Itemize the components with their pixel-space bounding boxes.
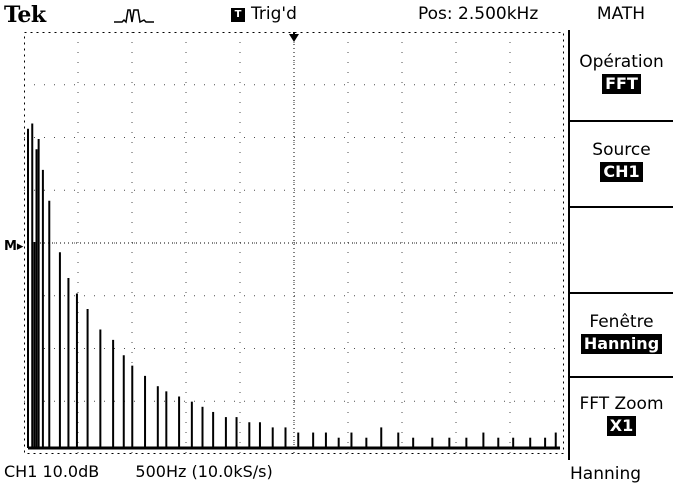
- operation-label: Opération: [579, 52, 664, 72]
- menu-divider: [568, 120, 673, 122]
- menu-divider: [568, 376, 673, 378]
- fft-zoom-value: X1: [606, 416, 637, 436]
- menu-divider: [568, 292, 673, 294]
- source-button[interactable]: Source CH1: [570, 140, 673, 182]
- menu-divider: [568, 206, 673, 208]
- trigger-position-arrow: [289, 34, 299, 42]
- trigger-status: Trig'd: [251, 4, 297, 24]
- acquisition-pulse-icon: [114, 9, 154, 24]
- source-value: CH1: [600, 162, 643, 182]
- window-readout: Hanning: [570, 464, 642, 484]
- source-label: Source: [592, 140, 651, 160]
- fft-zoom-button[interactable]: FFT Zoom X1: [570, 394, 673, 436]
- trigger-badge: T: [231, 8, 245, 22]
- timebase-readout: 500Hz (10.0kS/s): [135, 462, 273, 481]
- fft-display: [24, 32, 564, 454]
- position-readout: Pos: 2.500kHz: [418, 4, 539, 24]
- operation-button[interactable]: Opération FFT: [570, 52, 673, 94]
- menu-title: MATH: [596, 4, 646, 24]
- brand-logo: Tek: [4, 2, 46, 28]
- status-bar-top: Tek T Trig'd Pos: 2.500kHz MATH: [0, 0, 645, 30]
- window-value: Hanning: [580, 334, 663, 354]
- side-menu: Opération FFT Source CH1 Fenêtre Hanning…: [568, 30, 673, 460]
- window-label: Fenêtre: [589, 312, 654, 332]
- fft-zoom-label: FFT Zoom: [579, 394, 664, 414]
- window-button[interactable]: Fenêtre Hanning: [570, 312, 673, 354]
- math-reference-marker: M▸: [4, 239, 24, 254]
- channel-scale: CH1 10.0dB: [4, 462, 100, 481]
- menu-border: [568, 30, 570, 460]
- channel-readout: CH1 10.0dB 500Hz (10.0kS/s): [4, 462, 273, 481]
- operation-value: FFT: [602, 74, 641, 94]
